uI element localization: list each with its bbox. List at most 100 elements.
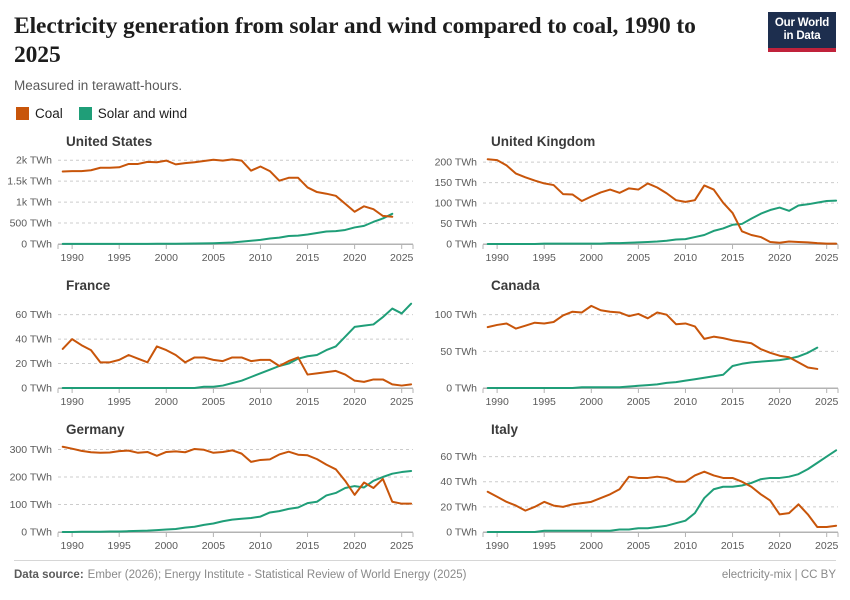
- x-axis-tick-label: 2000: [155, 540, 179, 552]
- panel-title: Germany: [66, 422, 125, 437]
- series-line-solar-and-wind: [61, 212, 394, 245]
- panel-plot: 0 TWh 50 TWh 100 TWh 150 TWh 200 TWh 1990 1995…: [435, 157, 839, 264]
- x-axis-tick-label: 2015: [721, 540, 745, 552]
- x-axis-tick-label: 2000: [580, 540, 604, 552]
- x-axis-tick-label: 2010: [249, 540, 273, 552]
- y-axis-tick-label: 40 TWh: [440, 476, 477, 488]
- data-source-label: Data source:: [14, 569, 84, 581]
- x-axis-tick-label: 2010: [674, 396, 698, 408]
- license-text[interactable]: electricity-mix | CC BY: [721, 569, 836, 581]
- y-axis-tick-label: 200 TWh: [10, 472, 53, 484]
- x-axis-tick-label: 1995: [108, 396, 132, 408]
- y-axis-tick-label: 0 TWh: [21, 239, 52, 251]
- chart-panel[interactable]: Canada 0 TWh 50 TWh 100 TWh 1990 1995 2000 2005…: [425, 274, 850, 418]
- series-line-coal: [61, 445, 413, 505]
- y-axis-tick-label: 150 TWh: [435, 177, 478, 189]
- y-axis-tick-label: 0 TWh: [21, 527, 52, 539]
- y-axis-tick-label: 100 TWh: [435, 198, 478, 210]
- chart-panel[interactable]: United States 0 TWh 500 TWh 1k TWh 1.5k TWh 2…: [0, 130, 425, 274]
- panel-title: Italy: [491, 422, 519, 437]
- legend-swatch-coal: [16, 107, 29, 120]
- x-axis-tick-label: 2025: [390, 252, 414, 264]
- panel-plot: 0 TWh 20 TWh 40 TWh 60 TWh 1990 1995 2000 2005 2…: [15, 302, 414, 408]
- x-axis-tick-label: 2015: [721, 252, 745, 264]
- x-axis-tick-label: 2005: [202, 252, 226, 264]
- y-axis-tick-label: 40 TWh: [15, 334, 52, 346]
- x-axis-tick-label: 2000: [155, 396, 179, 408]
- series-line-solar-and-wind: [486, 449, 838, 533]
- legend-swatch-solar-and-wind: [78, 107, 92, 120]
- x-axis-tick-label: 2020: [343, 540, 367, 552]
- y-axis-tick-label: 300 TWh: [10, 444, 53, 456]
- series-line-solar-and-wind: [486, 199, 838, 245]
- x-axis-tick-label: 2025: [390, 396, 414, 408]
- x-axis-tick-label: 1990: [60, 396, 84, 408]
- x-axis-tick-label: 2020: [343, 252, 367, 264]
- page-subtitle: Measured in terawatt-hours.: [14, 78, 183, 93]
- y-axis-tick-label: 0 TWh: [446, 383, 477, 395]
- y-axis-tick-label: 2k TWh: [16, 155, 52, 167]
- series-line-coal: [61, 338, 413, 387]
- panel-title: United States: [66, 134, 153, 149]
- x-axis-tick-label: 1990: [485, 252, 509, 264]
- y-axis-tick-label: 500 TWh: [10, 218, 53, 230]
- chart-panel[interactable]: Italy 0 TWh 20 TWh 40 TWh 60 TWh 1990 1995 2000…: [425, 418, 850, 562]
- x-axis-tick-label: 2020: [768, 252, 792, 264]
- x-axis-tick-label: 2005: [202, 396, 226, 408]
- series-line-coal: [486, 470, 838, 528]
- chart-panel[interactable]: France 0 TWh 20 TWh 40 TWh 60 TWh 1990 1995 200…: [0, 274, 425, 418]
- y-axis-tick-label: 20 TWh: [15, 358, 52, 370]
- x-axis-tick-label: 2000: [580, 252, 604, 264]
- y-axis-tick-label: 100 TWh: [435, 309, 478, 321]
- panel-plot: 0 TWh 100 TWh 200 TWh 300 TWh 1990 1995 2000 20…: [10, 444, 414, 552]
- series-line-coal: [61, 158, 394, 218]
- legend-item-coal[interactable]: Coal: [16, 106, 63, 121]
- y-axis-tick-label: 60 TWh: [15, 309, 52, 321]
- panel-plot: 0 TWh 20 TWh 40 TWh 60 TWh 1990 1995 2000 2005 2…: [440, 449, 839, 552]
- y-axis-tick-label: 0 TWh: [446, 527, 477, 539]
- x-axis-tick-label: 1995: [108, 252, 132, 264]
- x-axis-tick-label: 2000: [580, 396, 604, 408]
- x-axis-tick-label: 1990: [60, 252, 84, 264]
- series-line-solar-and-wind: [61, 469, 413, 533]
- legend-label-coal: Coal: [35, 106, 63, 121]
- panel-title: Canada: [491, 278, 540, 293]
- x-axis-tick-label: 2025: [815, 540, 839, 552]
- small-multiples-grid: United States 0 TWh 500 TWh 1k TWh 1.5k TWh 2…: [0, 130, 850, 558]
- panel-title: United Kingdom: [491, 134, 596, 149]
- x-axis-tick-label: 2015: [296, 396, 320, 408]
- series-line-solar-and-wind: [486, 346, 819, 389]
- series-line-coal: [486, 158, 838, 245]
- chart-header: Electricity generation from solar and wi…: [14, 12, 836, 94]
- our-world-in-data-logo[interactable]: Our World in Data: [768, 12, 836, 52]
- x-axis-tick-label: 2015: [296, 252, 320, 264]
- page-title: Electricity generation from solar and wi…: [14, 13, 696, 68]
- x-axis-tick-label: 1990: [485, 540, 509, 552]
- x-axis-tick-label: 1990: [60, 540, 84, 552]
- logo-line-1: Our World: [774, 16, 830, 29]
- x-axis-tick-label: 2025: [815, 252, 839, 264]
- series-line-solar-and-wind: [61, 302, 413, 389]
- chart-panel[interactable]: United Kingdom 0 TWh 50 TWh 100 TWh 150 TWh 2…: [425, 130, 850, 274]
- y-axis-tick-label: 50 TWh: [440, 346, 477, 358]
- x-axis-tick-label: 2025: [815, 396, 839, 408]
- y-axis-tick-label: 20 TWh: [440, 501, 477, 513]
- x-axis-tick-label: 2010: [249, 252, 273, 264]
- x-axis-tick-label: 2010: [674, 252, 698, 264]
- legend-label-solar-and-wind: Solar and wind: [97, 106, 188, 121]
- x-axis-tick-label: 2005: [202, 540, 226, 552]
- y-axis-tick-label: 200 TWh: [435, 157, 478, 169]
- panel-title: France: [66, 278, 111, 293]
- x-axis-tick-label: 2005: [627, 396, 651, 408]
- y-axis-tick-label: 0 TWh: [446, 239, 477, 251]
- y-axis-tick-label: 50 TWh: [440, 218, 477, 230]
- data-source-text: Ember (2026); Energy Institute - Statist…: [87, 569, 467, 581]
- chart-panel[interactable]: Germany 0 TWh 100 TWh 200 TWh 300 TWh 1990 199…: [0, 418, 425, 562]
- logo-line-2: in Data: [783, 29, 821, 42]
- chart-footer: Data source: Ember (2026); Energy Instit…: [14, 560, 836, 590]
- x-axis-tick-label: 2015: [296, 540, 320, 552]
- legend-item-solar-and-wind[interactable]: Solar and wind: [78, 106, 188, 121]
- x-axis-tick-label: 2020: [768, 396, 792, 408]
- panel-plot: 0 TWh 50 TWh 100 TWh 1990 1995 2000 2005 2010 20…: [435, 304, 839, 408]
